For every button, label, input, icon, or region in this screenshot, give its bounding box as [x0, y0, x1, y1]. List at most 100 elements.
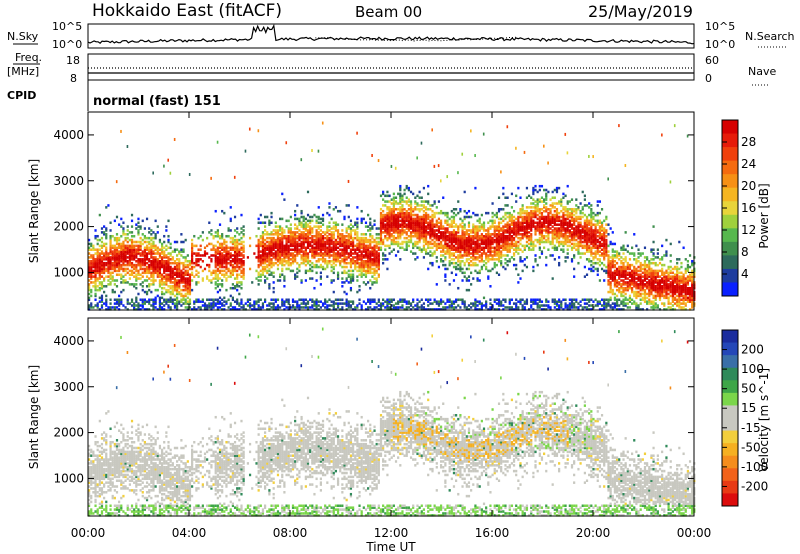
power-cell — [90, 304, 93, 307]
power-cell — [465, 215, 468, 219]
power-cell — [124, 246, 127, 250]
power-cell — [88, 263, 91, 267]
power-cell — [306, 236, 310, 240]
power-cell — [452, 208, 456, 211]
power-cell — [285, 234, 288, 238]
power-cell — [341, 223, 344, 226]
power-cell — [291, 233, 295, 236]
power-cell — [339, 233, 342, 236]
power-cell — [429, 298, 432, 302]
power-cell — [384, 306, 387, 309]
power-cell — [248, 298, 252, 302]
power-cell — [347, 236, 350, 240]
power-cell — [420, 308, 423, 311]
power-cell — [175, 265, 179, 269]
power-cell — [98, 271, 101, 275]
power-cell — [364, 271, 368, 275]
power-cell — [225, 263, 228, 267]
power-cell — [171, 300, 174, 303]
power-cell — [231, 271, 234, 275]
power-cell — [429, 261, 432, 265]
power-cell — [401, 217, 404, 221]
power-cell — [369, 267, 372, 271]
power-cell — [118, 263, 121, 267]
power-cell — [489, 285, 492, 288]
power-cell — [525, 213, 529, 217]
power-cell — [472, 223, 475, 226]
power-cell — [240, 269, 243, 273]
power-cell — [296, 240, 299, 244]
power-cell — [167, 246, 170, 250]
power-cell — [268, 269, 271, 273]
power-cell — [143, 261, 147, 265]
power-cell — [100, 275, 104, 278]
power-cell — [178, 263, 181, 267]
power-cell — [296, 248, 299, 251]
power-cell — [450, 233, 453, 236]
power-cell — [369, 269, 372, 273]
power-cell — [257, 304, 260, 307]
power-cell — [341, 254, 344, 257]
power-cell — [158, 259, 162, 263]
power-cell — [294, 234, 297, 238]
power-cell — [178, 286, 181, 290]
power-cell — [158, 261, 162, 265]
power-cell — [321, 240, 325, 244]
power-cell — [268, 261, 271, 265]
power-cell — [437, 217, 441, 221]
power-cell — [455, 298, 458, 302]
power-cell — [98, 254, 101, 257]
power-cell — [534, 204, 537, 207]
power-cell — [530, 213, 533, 217]
power-cell — [414, 242, 417, 246]
power-cell — [266, 240, 269, 244]
power-cell — [130, 244, 134, 248]
power-cell — [197, 271, 200, 275]
power-cell — [294, 240, 297, 244]
nsearch-hi-tick: 10^5 — [705, 20, 735, 33]
power-cell — [461, 219, 464, 223]
power-cell — [386, 190, 389, 194]
power-cell — [315, 298, 318, 302]
power-cell — [143, 263, 147, 267]
power-cell — [500, 227, 503, 230]
power-cell — [103, 225, 106, 228]
power-cell — [233, 267, 237, 271]
power-cell — [401, 204, 404, 207]
power-cell — [545, 206, 548, 209]
power-cell — [508, 215, 511, 219]
power-cell — [448, 259, 451, 263]
power-cell — [444, 221, 447, 225]
power-cell — [418, 215, 421, 219]
power-cell — [184, 238, 187, 242]
cpid-label: CPID — [7, 89, 36, 102]
power-cell — [236, 258, 239, 261]
power-cell — [349, 236, 353, 240]
power-cell — [152, 271, 155, 275]
power-cell — [272, 281, 275, 284]
power-cell — [354, 267, 357, 271]
power-cell — [538, 238, 541, 242]
power-cell — [414, 219, 417, 223]
power-cell — [306, 233, 310, 236]
power-cell — [388, 208, 391, 211]
power-cell — [259, 244, 262, 248]
power-cell — [150, 246, 153, 250]
power-cell — [515, 229, 518, 232]
power-cell — [100, 298, 104, 302]
power-cell — [403, 221, 406, 225]
power-cell — [480, 254, 483, 257]
power-cell — [122, 263, 125, 267]
power-cell — [186, 263, 189, 267]
power-cell — [474, 306, 477, 309]
power-cell — [369, 233, 372, 236]
power-cell — [369, 263, 372, 267]
power-cell — [397, 308, 400, 311]
power-cell — [221, 298, 224, 302]
power-cell — [107, 283, 110, 286]
power-cell — [463, 217, 466, 221]
power-cell — [118, 302, 121, 305]
power-cell — [96, 302, 99, 305]
power-cell — [139, 240, 142, 244]
power-cell — [461, 256, 464, 259]
